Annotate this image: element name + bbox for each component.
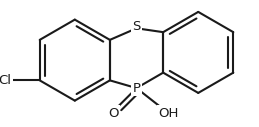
Text: S: S — [132, 20, 141, 33]
Text: Cl: Cl — [0, 74, 11, 87]
Text: O: O — [108, 107, 119, 120]
Text: OH: OH — [158, 107, 178, 120]
Text: P: P — [133, 82, 141, 95]
